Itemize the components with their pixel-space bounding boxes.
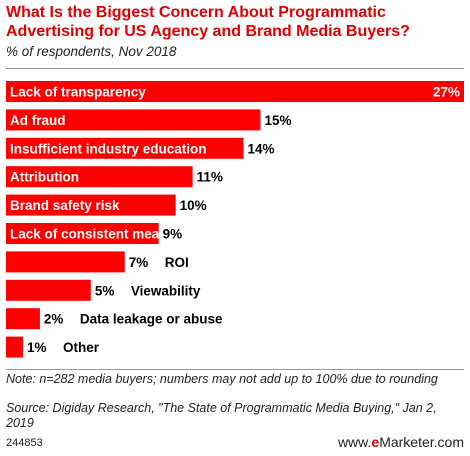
brand-suffix: Marketer.com [379, 434, 464, 450]
bar-insufficient-industry-education [6, 137, 244, 159]
category-label-attribution: Attribution [10, 170, 79, 185]
bar-other [6, 336, 23, 358]
value-label-attribution: 11% [197, 170, 223, 185]
bar-viewability [6, 279, 91, 301]
brand-e: e [371, 434, 380, 450]
bar-lack-of-consistent-measurement [6, 223, 159, 244]
bar-data-leakage-or-abuse [6, 308, 40, 330]
category-label-brand-safety-risk: Brand safety risk [10, 198, 120, 213]
value-label-lack-of-transparency: 27% [433, 85, 460, 100]
chart-title: What Is the Biggest Concern About Progra… [6, 4, 410, 40]
value-label-data-leakage-or-abuse: 2% [44, 312, 64, 327]
category-label-data-leakage-or-abuse: Data leakage or abuse [80, 312, 223, 327]
bar-ad-fraud [6, 109, 261, 131]
bottom-divider [6, 369, 464, 370]
chart-id: 244853 [6, 437, 43, 449]
value-label-roi: 7% [129, 255, 149, 270]
chart-subtitle: % of respondents, Nov 2018 [6, 44, 177, 59]
bar-lack-of-transparency [6, 81, 464, 102]
brand-prefix: www. [337, 434, 372, 450]
brand-logo: www.eMarketer.com [338, 434, 464, 450]
top-divider [6, 68, 464, 69]
value-label-ad-fraud: 15% [264, 113, 291, 128]
chart-note: Note: n=282 media buyers; numbers may no… [6, 372, 438, 386]
value-label-insufficient-industry-education: 14% [247, 141, 274, 156]
value-label-brand-safety-risk: 10% [180, 198, 207, 213]
category-label-lack-of-transparency: Lack of transparency [10, 85, 146, 100]
bar-roi [6, 251, 125, 273]
category-label-insufficient-industry-education: Insufficient industry education [10, 141, 207, 156]
category-label-other: Other [63, 340, 100, 355]
chart-source: Source: Digiday Research, "The State of … [6, 401, 437, 430]
category-label-roi: ROI [165, 255, 189, 270]
category-label-viewability: Viewability [131, 283, 201, 298]
value-label-other: 1% [27, 340, 47, 355]
bar-brand-safety-risk [6, 194, 176, 216]
category-label-lack-of-consistent-measurement: Lack of consistent measurement [10, 227, 221, 242]
bar-attribution [6, 166, 193, 188]
value-label-viewability: 5% [95, 283, 115, 298]
category-label-ad-fraud: Ad fraud [10, 113, 66, 128]
value-label-lack-of-consistent-measurement: 9% [163, 227, 183, 242]
